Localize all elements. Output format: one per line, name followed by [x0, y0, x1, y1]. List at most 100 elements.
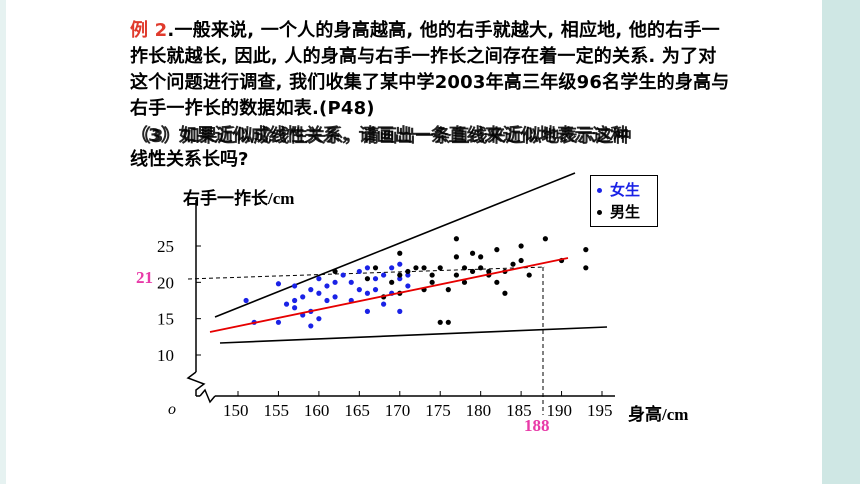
female-point-12: [308, 287, 314, 293]
x-tick-label-7: 185: [506, 401, 531, 420]
x-axis-label: 身高/cm: [628, 404, 688, 424]
fit-line: [209, 257, 569, 333]
female-point-38: [405, 283, 411, 289]
male-point-2: [372, 265, 379, 271]
male-point-39: [583, 247, 589, 253]
male-point-11: [421, 265, 427, 271]
male-point-40: [583, 265, 589, 271]
legend-female-label: 女生: [610, 181, 641, 199]
male-point-24: [469, 268, 476, 275]
male-point-19: [453, 272, 459, 278]
question-line-1b: （3）如果近似成线性关系，请画出一条直线来近似地表示这种: [133, 126, 632, 147]
male-point-0: [332, 268, 338, 275]
female-point-7: [292, 283, 298, 289]
male-point-25: [478, 265, 484, 271]
male-point-17: [445, 287, 451, 293]
legend-male-label: 男生: [610, 203, 641, 221]
male-point-29: [494, 247, 500, 253]
female-point-2: [275, 319, 282, 325]
female-point-23: [356, 287, 362, 293]
female-point-17: [324, 283, 330, 289]
female-point-0: [243, 297, 249, 304]
female-point-16: [324, 297, 330, 304]
male-point-13: [429, 272, 435, 278]
y-axis-break: [186, 371, 206, 396]
problem-label: 例 2: [130, 20, 168, 41]
female-point-34: [397, 276, 403, 282]
reference-horizontal-line: [187, 266, 546, 280]
female-point-8: [300, 294, 306, 300]
female-point-6: [292, 305, 298, 311]
male-point-30: [494, 279, 500, 285]
female-point-32: [389, 265, 395, 271]
female-point-36: [397, 308, 403, 314]
problem-statement: 例 2.一般来说, 一个人的身高越高, 他的右手就越大, 相应地, 他的右手一拃…: [130, 18, 730, 122]
male-point-4: [389, 279, 395, 285]
x-tick-label-0: 150: [223, 401, 249, 420]
female-point-29: [372, 287, 379, 293]
female-point-19: [332, 279, 338, 285]
female-point-27: [364, 265, 371, 271]
y-tick-label-1: 15: [157, 310, 174, 329]
x-tick-label-5: 175: [425, 401, 451, 420]
female-point-20: [340, 272, 346, 278]
y-tick-label-2: 20: [157, 273, 174, 292]
right-edge-decoration: [822, 0, 860, 484]
x-tick-label-1: 155: [263, 401, 289, 420]
female-point-18: [332, 294, 338, 300]
legend-item-male: 男生: [597, 201, 640, 223]
male-point-28: [486, 268, 492, 275]
y-tick-label-0: 10: [157, 346, 174, 365]
female-point-31: [381, 301, 387, 307]
x-tick-label-8: 190: [547, 401, 573, 420]
male-point-35: [518, 257, 524, 264]
female-point-21: [348, 279, 354, 285]
male-point-23: [469, 250, 476, 256]
female-point-5: [292, 297, 298, 304]
y-axis-label: 右手一拃长/cm: [183, 188, 294, 208]
female-point-13: [316, 290, 322, 296]
male-point-18: [453, 236, 459, 242]
male-point-12: [429, 279, 435, 285]
female-point-24: [356, 268, 362, 275]
female-point-11: [308, 323, 314, 329]
female-point-37: [405, 272, 411, 278]
male-point-6: [397, 250, 403, 256]
x-axis-break: [199, 388, 216, 404]
male-point-5: [397, 272, 403, 278]
reference-y-label: 21: [136, 268, 153, 287]
female-point-26: [364, 308, 371, 314]
origin-label: o: [168, 401, 176, 418]
male-point-34: [518, 243, 524, 249]
x-tick-label-6: 180: [466, 401, 492, 420]
male-point-33: [510, 261, 516, 267]
male-point-14: [437, 319, 443, 325]
lower-boundary-line: [219, 326, 608, 344]
y-tick-label-3: 25: [157, 237, 174, 256]
x-tick-label-4: 170: [385, 401, 411, 420]
reference-x-label: 188: [524, 416, 550, 435]
legend-female-marker: [597, 188, 602, 193]
x-tick-label-3: 165: [344, 401, 370, 420]
question-line-1a: （3）如果近似成线性关系，请画出一条直线来近似地表示这种: [130, 125, 629, 146]
left-edge-decoration: [0, 0, 6, 484]
female-point-14: [316, 316, 322, 322]
female-point-35: [397, 261, 403, 267]
male-point-21: [461, 265, 468, 271]
question-line-2: 线性关系长吗?: [130, 149, 249, 170]
female-point-4: [283, 301, 290, 307]
male-point-15: [437, 265, 443, 271]
x-tick-label-9: 195: [587, 401, 613, 420]
female-point-30: [381, 272, 387, 278]
problem-text: .一般来说, 一个人的身高越高, 他的右手就越大, 相应地, 他的右手一拃长就越…: [130, 20, 730, 119]
upper-boundary-line: [214, 172, 576, 318]
male-point-16: [445, 319, 451, 325]
female-point-15: [316, 276, 322, 282]
female-point-25: [364, 290, 371, 296]
legend-male-marker: [597, 210, 602, 215]
male-point-20: [453, 254, 459, 260]
female-point-3: [275, 281, 282, 287]
male-point-36: [526, 272, 532, 278]
female-point-28: [372, 276, 379, 282]
